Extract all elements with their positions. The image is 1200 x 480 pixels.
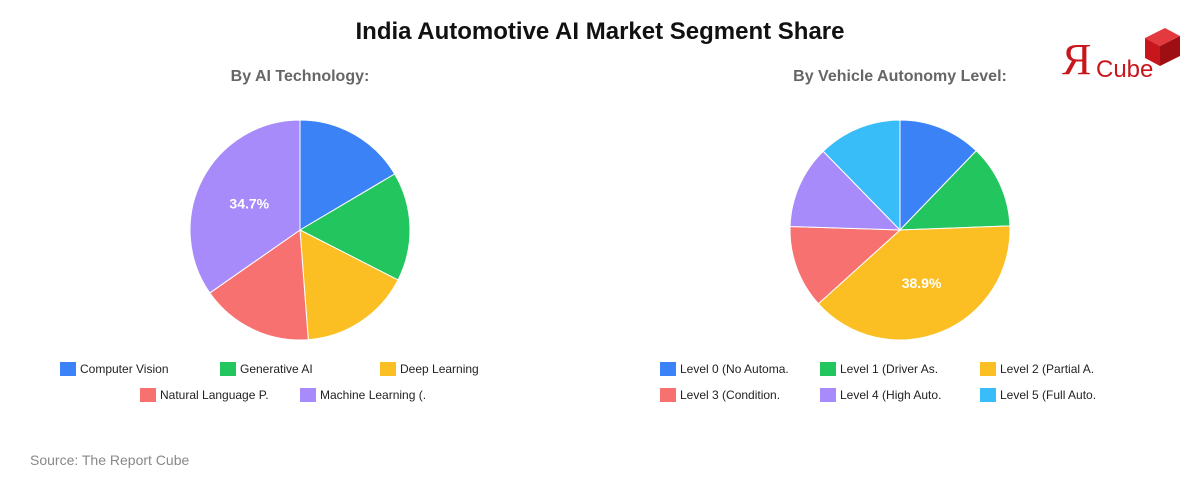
legend-swatch	[660, 362, 676, 376]
pie-slice-level-3-condition	[789, 226, 902, 305]
legend-label: Level 3 (Condition.	[680, 388, 781, 402]
legend-label: Machine Learning (.	[320, 388, 427, 402]
pie-slice-level-5-full-auto	[822, 119, 901, 232]
legend-label: Level 0 (No Automa.	[680, 362, 789, 376]
pie-slice-machine-learning	[189, 119, 301, 294]
chart-title-autonomy-level: By Vehicle Autonomy Level:	[793, 68, 1007, 85]
pie-slice-level-0-no-automa	[899, 119, 978, 232]
legend-swatch	[820, 388, 836, 402]
legend-item-level-3-condition: Level 3 (Condition.	[660, 388, 780, 402]
legend-item-level-5-full-auto: Level 5 (Full Auto.	[980, 388, 1096, 402]
legend-item-level-2-partial-a: Level 2 (Partial A.	[980, 362, 1094, 376]
legend-label: Computer Vision	[80, 362, 169, 376]
legend-item-level-1-driver-as: Level 1 (Driver As.	[820, 362, 938, 376]
legend-label: Level 2 (Partial A.	[1000, 362, 1095, 376]
svg-text:Cube: Cube	[1096, 56, 1153, 83]
legend-item-level-4-high-auto: Level 4 (High Auto.	[820, 388, 941, 402]
legend-item-machine-learning: Machine Learning (.	[300, 388, 426, 402]
legend-item-computer-vision: Computer Vision	[60, 362, 169, 376]
pie-data-label: 38.9%	[902, 275, 942, 291]
pie-slice-generative-ai	[298, 173, 411, 281]
pie-slice-level-2-partial-a	[817, 225, 1011, 341]
legend-swatch	[220, 362, 236, 376]
legend-swatch	[820, 362, 836, 376]
svg-text:Я: Я	[1062, 35, 1091, 84]
legend-item-generative-ai: Generative AI	[220, 362, 313, 376]
legend-swatch	[300, 388, 316, 402]
page-title: India Automotive AI Market Segment Share	[355, 18, 845, 45]
legend-label: Level 5 (Full Auto.	[1000, 388, 1097, 402]
legend-swatch	[660, 388, 676, 402]
pie-slice-deep-learning	[299, 229, 399, 341]
legend-swatch	[380, 362, 396, 376]
pie-slice-level-1-driver-as	[898, 150, 1011, 231]
pie-chart-ai-technology: 34.7%	[189, 119, 411, 341]
legend-label: Deep Learning	[400, 362, 479, 376]
chart-title-ai-technology: By AI Technology:	[230, 68, 370, 85]
legend-item-natural-language-p: Natural Language P.	[140, 388, 269, 402]
source-note: Source: The Report Cube	[30, 452, 190, 468]
pie-chart-autonomy-level: 38.9%	[789, 119, 1011, 341]
report-cube-logo: Я Cube	[1060, 24, 1185, 84]
legend-swatch	[980, 388, 996, 402]
legend-label: Level 1 (Driver As.	[840, 362, 939, 376]
legend-swatch	[980, 362, 996, 376]
pie-slice-level-4-high-auto	[789, 150, 902, 231]
legend-swatch	[60, 362, 76, 376]
legend-label: Level 4 (High Auto.	[840, 388, 942, 402]
pie-slice-natural-language-p	[209, 229, 309, 341]
legend-label: Natural Language P.	[160, 388, 269, 402]
pie-slice-computer-vision	[299, 119, 396, 231]
legend-item-level-0-no-automa: Level 0 (No Automa.	[660, 362, 789, 376]
legend-item-deep-learning: Deep Learning	[380, 362, 479, 376]
legend-label: Generative AI	[240, 362, 313, 376]
legend-swatch	[140, 388, 156, 402]
pie-data-label: 34.7%	[229, 196, 269, 212]
